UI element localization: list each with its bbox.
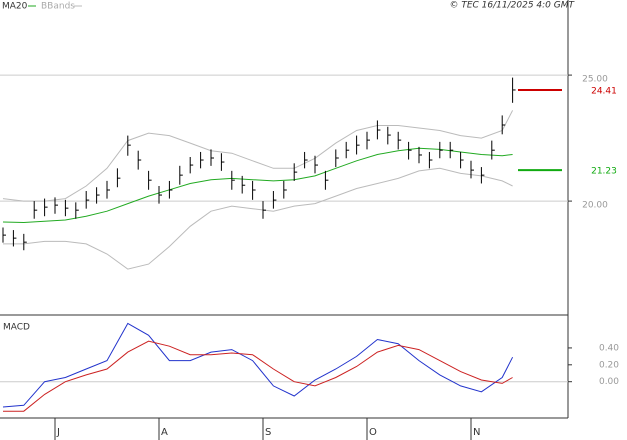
macd-line	[2, 322, 514, 408]
overlay-line	[2, 147, 513, 224]
x-tick-label: O	[369, 427, 377, 438]
y-tick-label: 20.00	[582, 201, 608, 211]
x-tick-label: S	[265, 427, 271, 438]
price-marker-label: 24.41	[591, 86, 617, 96]
macd-tick-label: 0.20	[599, 360, 619, 370]
macd-line	[3, 340, 513, 412]
copyright: © TEC 16/11/2025 4:0 GMT	[449, 1, 575, 11]
legend-bbands: BBands	[41, 2, 75, 12]
y-tick-label: 25.00	[582, 75, 608, 85]
price-marker-label: 21.23	[591, 167, 617, 177]
macd-title: MACD	[3, 323, 30, 333]
x-tick-label: J	[56, 427, 60, 438]
legend-ma20: MA20	[2, 2, 28, 12]
overlay-line	[2, 110, 514, 202]
macd-tick-label: 0.40	[599, 343, 619, 353]
x-tick-label: A	[161, 427, 168, 438]
x-tick-label: N	[473, 427, 480, 438]
macd-tick-label: 0.00	[599, 377, 619, 387]
